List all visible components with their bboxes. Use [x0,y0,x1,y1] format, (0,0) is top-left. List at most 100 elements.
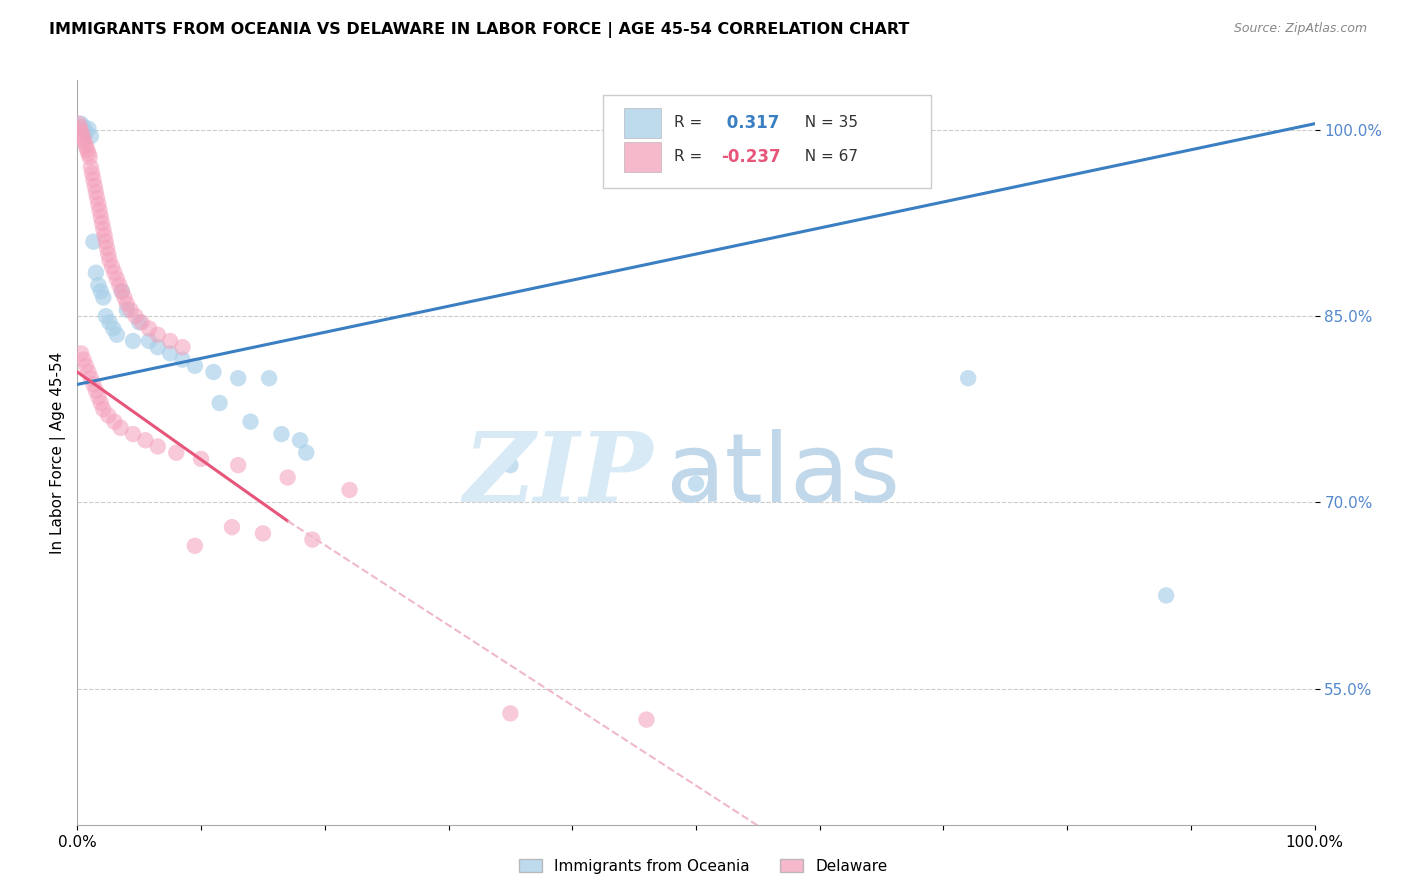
Point [172,340,194,354]
Text: atlas: atlas [665,428,900,522]
Bar [624,108,661,137]
Text: R =: R = [673,115,707,130]
Point [111,285,134,299]
Point [91,402,114,417]
Point [202,365,225,379]
Point [221,520,243,534]
Point [115,296,138,310]
Point [72,131,94,145]
Point [77,146,100,161]
Point [165,445,187,460]
Text: 0.317: 0.317 [721,114,779,132]
Point [499,458,522,472]
Point [89,203,111,218]
Bar [624,142,661,172]
Text: -0.237: -0.237 [721,148,780,166]
Point [110,421,132,435]
Point [80,129,103,144]
Point [128,315,150,329]
Point [124,309,146,323]
Point [80,371,103,385]
Point [94,309,117,323]
Point [86,191,108,205]
Point [257,371,280,385]
Point [69,120,91,135]
Point [122,334,145,348]
Point [685,476,707,491]
Point [75,139,97,153]
Point [97,409,120,423]
Point [87,197,110,211]
Point [90,396,112,410]
FancyBboxPatch shape [603,95,931,188]
Text: N = 67: N = 67 [794,150,858,164]
Point [90,210,112,224]
Point [138,321,160,335]
Point [122,427,145,442]
Point [120,302,142,317]
Point [103,321,125,335]
Point [87,390,110,404]
Y-axis label: In Labor Force | Age 45-54: In Labor Force | Age 45-54 [51,351,66,554]
Point [87,278,110,293]
Point [270,427,292,442]
Point [252,526,274,541]
Point [105,327,128,342]
Point [159,334,181,348]
Point [90,285,112,299]
Point [94,235,117,249]
Point [190,451,212,466]
Text: ZIP: ZIP [463,428,652,522]
Point [184,539,207,553]
Point [957,371,980,385]
Point [67,117,90,131]
Point [295,445,318,460]
Point [146,340,169,354]
Point [75,125,97,139]
Point [101,260,124,274]
Point [288,434,311,448]
Text: IMMIGRANTS FROM OCEANIA VS DELAWARE IN LABOR FORCE | AGE 45-54 CORRELATION CHART: IMMIGRANTS FROM OCEANIA VS DELAWARE IN L… [49,22,910,38]
Point [80,160,103,174]
Point [77,121,100,136]
Text: N = 35: N = 35 [794,115,858,130]
Point [98,253,121,268]
Point [79,150,101,164]
Point [184,359,207,373]
Point [277,470,299,484]
Point [82,235,104,249]
Point [103,415,125,429]
Point [1154,589,1177,603]
Point [108,278,131,293]
Point [70,117,93,131]
Point [98,315,121,329]
Point [138,334,160,348]
Point [131,315,153,329]
Point [97,247,120,261]
Text: R =: R = [673,150,707,164]
Point [301,533,323,547]
Point [84,384,107,398]
Point [146,440,169,454]
Point [226,371,249,385]
Point [82,172,104,186]
Point [339,483,361,497]
Point [70,124,93,138]
Point [83,178,105,193]
Point [91,291,114,305]
Point [105,272,128,286]
Point [96,241,118,255]
Point [239,415,262,429]
Point [82,166,104,180]
Point [636,713,658,727]
Point [93,228,115,243]
Point [75,359,97,373]
Point [111,285,134,299]
Point [112,291,135,305]
Point [208,396,231,410]
Point [159,346,181,360]
Point [499,706,522,721]
Point [72,120,94,135]
Point [226,458,249,472]
Point [134,434,156,448]
